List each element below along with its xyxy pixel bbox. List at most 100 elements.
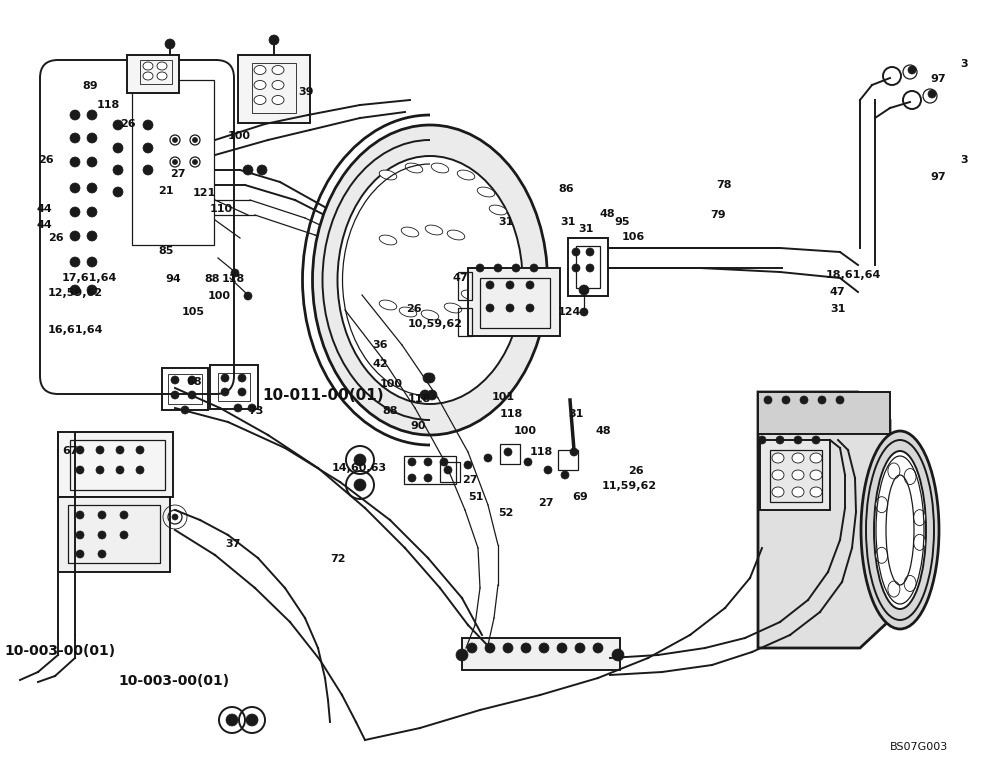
Ellipse shape xyxy=(477,187,495,197)
Text: 118: 118 xyxy=(500,409,523,419)
Circle shape xyxy=(612,649,624,661)
Text: 89: 89 xyxy=(82,80,98,91)
Circle shape xyxy=(70,231,80,241)
Bar xyxy=(760,440,830,510)
Ellipse shape xyxy=(810,453,822,463)
Ellipse shape xyxy=(888,463,900,479)
Circle shape xyxy=(221,374,229,382)
Circle shape xyxy=(586,248,594,256)
Text: 68: 68 xyxy=(186,377,202,387)
Text: BS07G003: BS07G003 xyxy=(890,742,948,753)
Text: 110: 110 xyxy=(210,204,233,215)
Circle shape xyxy=(486,281,494,289)
Text: 97: 97 xyxy=(930,74,946,85)
Ellipse shape xyxy=(914,510,926,526)
Circle shape xyxy=(113,165,123,175)
Circle shape xyxy=(70,207,80,217)
Circle shape xyxy=(243,165,253,175)
Text: 26: 26 xyxy=(628,465,644,476)
Bar xyxy=(462,638,620,670)
Ellipse shape xyxy=(888,581,900,597)
Bar xyxy=(68,505,160,563)
Circle shape xyxy=(408,458,416,466)
Circle shape xyxy=(98,511,106,519)
Bar xyxy=(70,440,165,490)
Ellipse shape xyxy=(792,487,804,497)
Circle shape xyxy=(181,406,189,414)
Circle shape xyxy=(484,454,492,462)
Text: 10-003-00(01): 10-003-00(01) xyxy=(118,675,229,688)
Circle shape xyxy=(165,39,175,49)
Circle shape xyxy=(424,458,432,466)
Circle shape xyxy=(76,550,84,558)
Circle shape xyxy=(231,269,239,277)
Circle shape xyxy=(544,466,552,474)
Text: 17,61,64: 17,61,64 xyxy=(62,273,117,283)
Circle shape xyxy=(172,514,178,520)
Circle shape xyxy=(116,466,124,474)
Circle shape xyxy=(269,35,279,45)
Circle shape xyxy=(464,461,472,469)
Bar xyxy=(468,268,560,336)
Circle shape xyxy=(794,436,802,444)
Ellipse shape xyxy=(379,235,397,245)
Circle shape xyxy=(427,390,437,400)
Text: 94: 94 xyxy=(165,274,181,284)
FancyBboxPatch shape xyxy=(40,60,234,394)
Text: 26: 26 xyxy=(120,118,136,129)
Ellipse shape xyxy=(143,72,153,80)
Bar xyxy=(127,55,179,93)
Text: 31: 31 xyxy=(830,303,845,314)
Circle shape xyxy=(244,292,252,300)
Bar xyxy=(58,497,170,572)
Circle shape xyxy=(171,391,179,399)
Ellipse shape xyxy=(254,80,266,89)
Text: 118: 118 xyxy=(222,274,245,284)
Circle shape xyxy=(87,207,97,217)
Circle shape xyxy=(173,160,178,164)
Text: 48: 48 xyxy=(596,426,612,436)
Bar xyxy=(404,456,456,484)
Text: 31: 31 xyxy=(498,216,513,227)
Ellipse shape xyxy=(421,310,439,320)
Ellipse shape xyxy=(254,96,266,105)
Circle shape xyxy=(246,714,258,726)
Text: 124: 124 xyxy=(558,306,581,317)
Text: 42: 42 xyxy=(372,358,388,369)
Circle shape xyxy=(467,643,477,653)
Circle shape xyxy=(136,446,144,454)
Circle shape xyxy=(70,183,80,193)
Ellipse shape xyxy=(876,497,888,513)
Bar xyxy=(568,238,608,296)
Text: 106: 106 xyxy=(622,231,645,242)
Text: 118: 118 xyxy=(97,100,120,111)
Ellipse shape xyxy=(272,96,284,105)
Circle shape xyxy=(113,120,123,130)
Text: 69: 69 xyxy=(572,491,588,502)
Bar xyxy=(480,278,550,328)
Circle shape xyxy=(908,66,916,74)
Circle shape xyxy=(425,373,435,383)
Circle shape xyxy=(96,466,104,474)
Circle shape xyxy=(87,110,97,120)
Bar xyxy=(218,373,250,401)
Text: 3: 3 xyxy=(960,155,968,166)
Circle shape xyxy=(812,436,820,444)
Circle shape xyxy=(113,187,123,197)
Circle shape xyxy=(257,165,267,175)
Circle shape xyxy=(70,133,80,143)
Text: 48: 48 xyxy=(600,209,616,219)
Circle shape xyxy=(120,531,128,539)
Ellipse shape xyxy=(810,487,822,497)
Circle shape xyxy=(424,474,432,482)
Circle shape xyxy=(593,643,603,653)
Text: 105: 105 xyxy=(182,306,205,317)
Circle shape xyxy=(579,285,589,295)
Circle shape xyxy=(248,404,256,412)
Circle shape xyxy=(188,391,196,399)
Text: 27: 27 xyxy=(462,474,478,485)
Bar xyxy=(140,60,172,84)
Circle shape xyxy=(173,138,178,143)
Ellipse shape xyxy=(254,66,266,75)
Ellipse shape xyxy=(379,300,397,310)
